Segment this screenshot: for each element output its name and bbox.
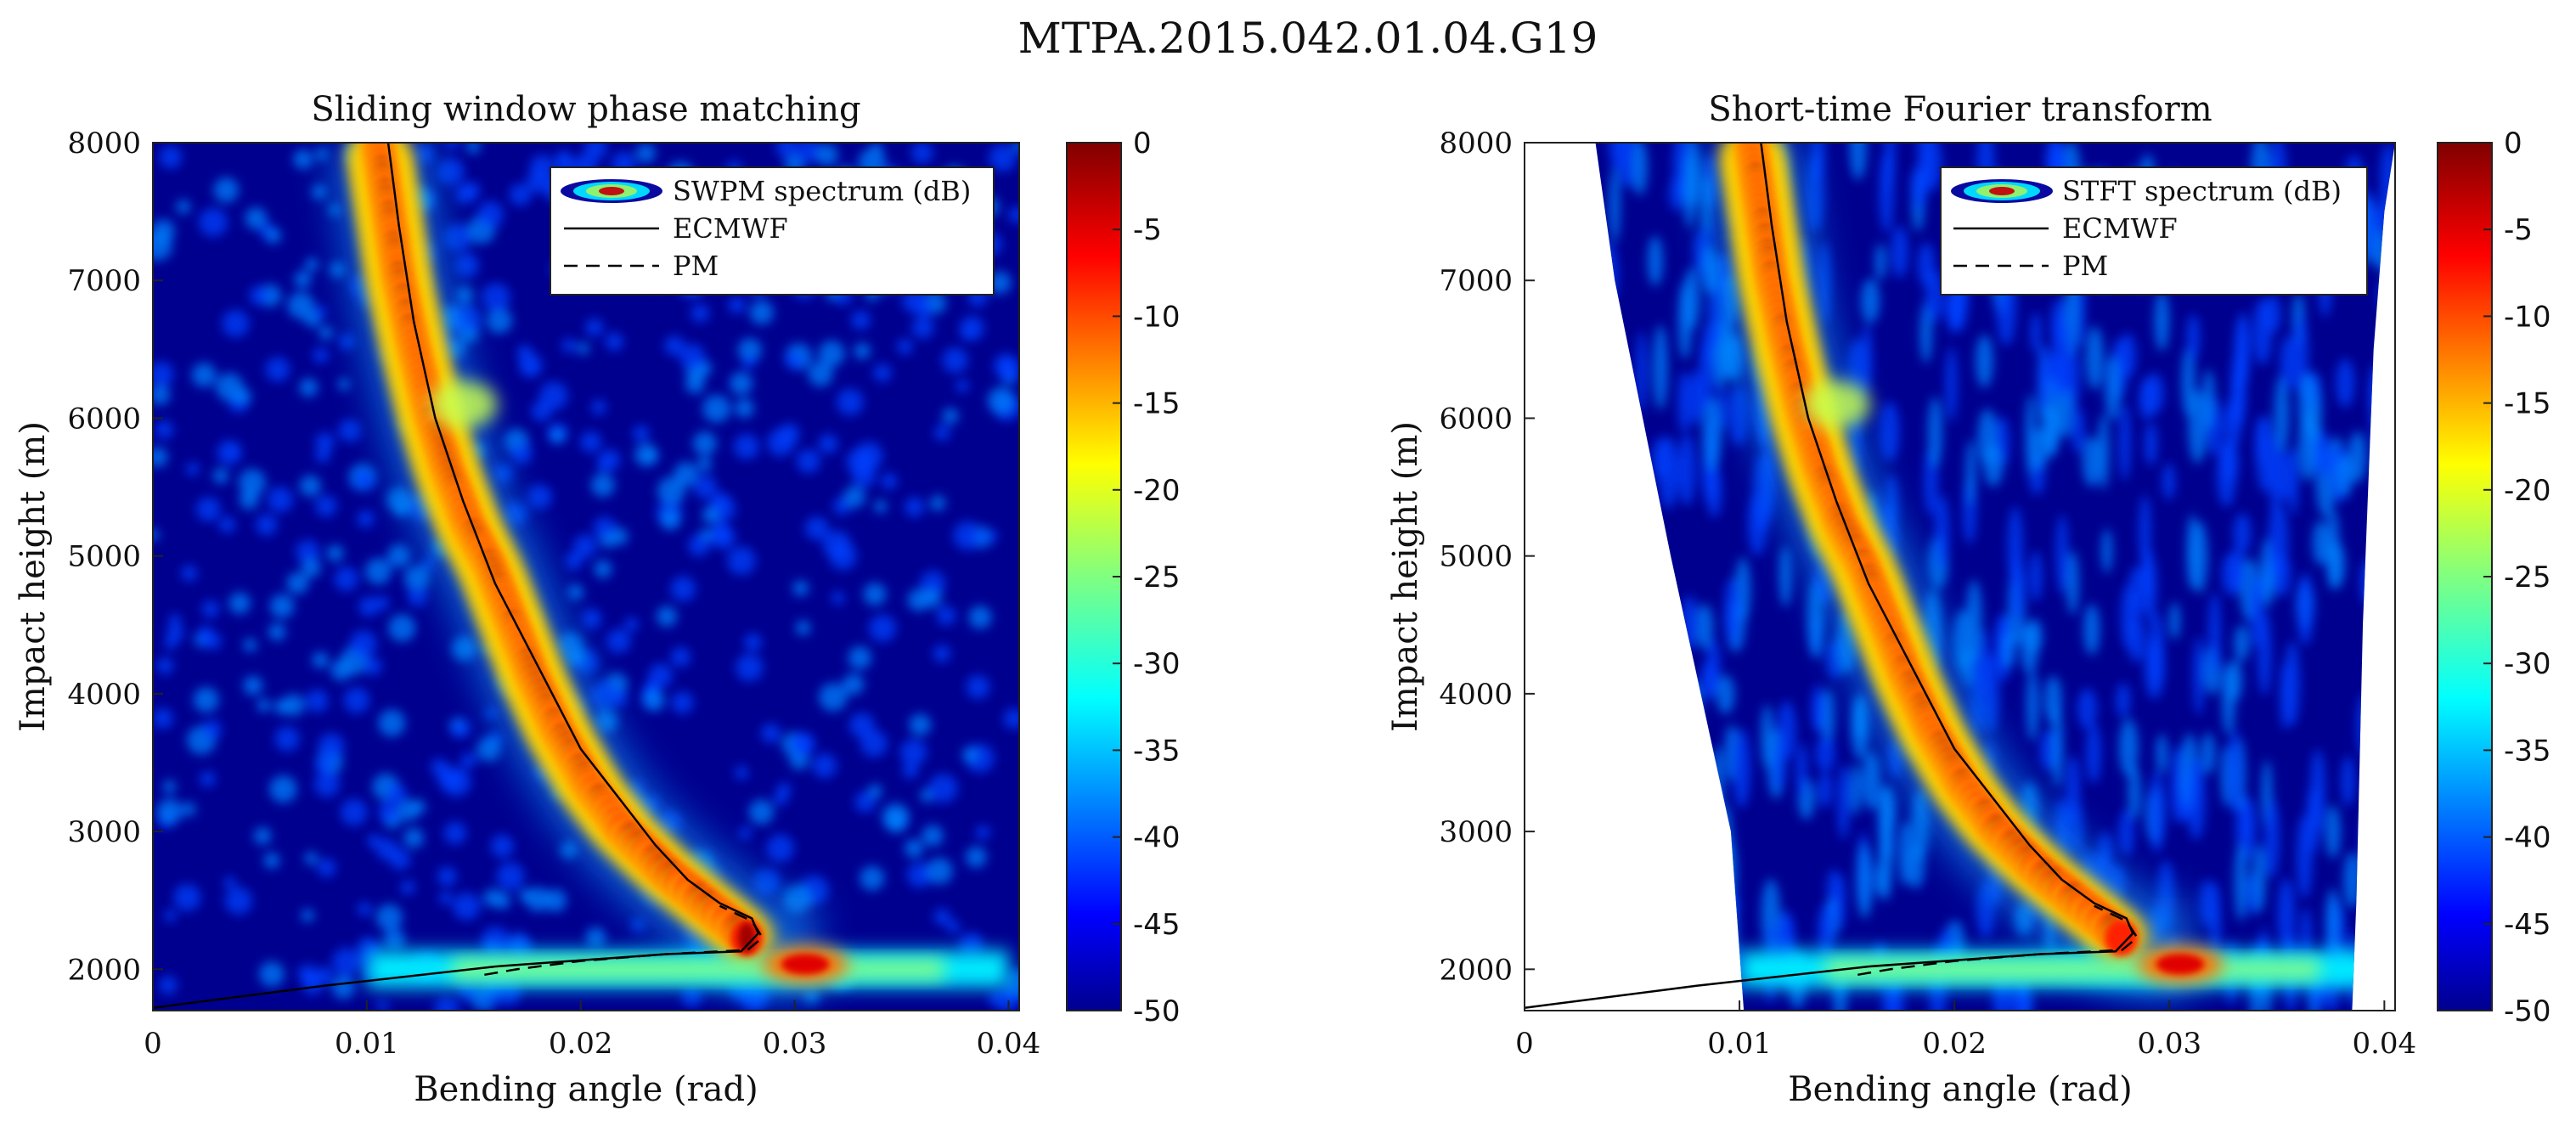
- colorbar-tick-label: -15: [2504, 387, 2551, 421]
- colorbar-tick-label: -20: [2504, 474, 2551, 508]
- y-tick-label: 4000: [67, 678, 141, 712]
- x-axis-ticks: 0 0.01 0.02 0.03 0.04: [1515, 1000, 2416, 1061]
- colorbar-tick-label: -45: [1133, 908, 1181, 942]
- panel-title: Sliding window phase matching: [311, 90, 860, 129]
- plot-frame: [152, 142, 1020, 1011]
- legend-label-pm: PM: [673, 250, 719, 282]
- x-tick-label: 0.04: [2352, 1027, 2416, 1061]
- colorbar-tick-label: -5: [1133, 213, 1162, 247]
- x-tick-label: 0.02: [1922, 1027, 1987, 1061]
- x-axis-ticks: 0 0.01 0.02 0.03 0.04: [144, 1000, 1040, 1061]
- colorbar-tick-label: -45: [2504, 908, 2551, 942]
- surface-band-core: [452, 959, 944, 980]
- colorbar-tick-label: -50: [1133, 994, 1181, 1028]
- x-tick-label: 0.01: [335, 1027, 399, 1061]
- y-tick-label: 8000: [1439, 127, 1513, 161]
- overlay-lines: [153, 143, 764, 1009]
- colorbar-tick-label: -40: [1133, 821, 1181, 855]
- legend: SWPM spectrum (dB) ECMWF PM: [550, 166, 995, 296]
- colorbar-tick-label: -20: [1133, 474, 1181, 508]
- y-tick-label: 6000: [67, 402, 141, 436]
- y-tick-label: 6000: [1439, 402, 1513, 436]
- y-tick-label: 8000: [67, 127, 141, 161]
- panel-title: Short-time Fourier transform: [1708, 90, 2212, 129]
- colorbar: 0 -5 -10 -15 -20 -25 -30 -35 -40 -45 -50: [1066, 127, 1181, 1028]
- x-tick-label: 0: [1515, 1027, 1534, 1061]
- figure-title: MTPA.2015.042.01.04.G19: [1018, 14, 1598, 63]
- y-tick-label: 2000: [1439, 953, 1513, 987]
- legend-label-spectrum: STFT spectrum (dB): [2062, 175, 2342, 207]
- colorbar-tick-label: -30: [2504, 647, 2551, 681]
- y-tick-label: 5000: [67, 540, 141, 574]
- y-tick-label: 7000: [67, 264, 141, 298]
- colorbar-ticks: 0 -5 -10 -15 -20 -25 -30 -35 -40 -45 -50: [1113, 127, 1181, 1028]
- y-axis-ticks: 2000 3000 4000 5000 6000 7000 8000: [1439, 127, 1535, 987]
- legend-label-ecmwf: ECMWF: [673, 212, 788, 245]
- colorbar-tick-label: 0: [2504, 127, 2522, 161]
- y-tick-label: 3000: [1439, 815, 1513, 849]
- colorbar-tick-label: -25: [2504, 560, 2551, 594]
- colorbar-tick-label: -50: [2504, 994, 2551, 1028]
- x-tick-label: 0.01: [1707, 1027, 1772, 1061]
- y-tick-label: 4000: [1439, 678, 1513, 712]
- y-tick-label: 5000: [1439, 540, 1513, 574]
- series-line-pm: [1857, 904, 2139, 977]
- colorbar-tick-label: -40: [2504, 821, 2551, 855]
- legend-label-pm: PM: [2062, 250, 2108, 282]
- x-tick-label: 0: [144, 1027, 162, 1061]
- colorbar-tick-label: -35: [1133, 734, 1181, 768]
- overlay-lines: [1525, 143, 2139, 1009]
- x-tick-label: 0.03: [2137, 1027, 2201, 1061]
- legend-spectrum-icon: [561, 179, 662, 203]
- colorbar: 0 -5 -10 -15 -20 -25 -30 -35 -40 -45 -50: [2437, 127, 2551, 1028]
- series-line-pm: [484, 904, 764, 977]
- y-tick-label: 7000: [1439, 264, 1513, 298]
- colorbar-tick-label: -10: [1133, 300, 1181, 334]
- colorbar-tick-label: -5: [2504, 213, 2533, 247]
- y-axis-ticks: 2000 3000 4000 5000 6000 7000 8000: [67, 127, 163, 987]
- panel-swpm: Sliding window phase matching 0 0.01 0.02 0…: [14, 90, 1181, 1109]
- y-tick-label: 3000: [67, 815, 141, 849]
- colorbar-tick-label: -10: [2504, 300, 2551, 334]
- colorbar-tick-label: -35: [2504, 734, 2551, 768]
- y-axis-label: Impact height (m): [1386, 421, 1425, 732]
- panel-stft: Short-time Fourier transform 0 0.01 0.02 0.…: [1386, 90, 2551, 1109]
- colorbar-tick-label: -30: [1133, 647, 1181, 681]
- x-tick-label: 0.04: [977, 1027, 1041, 1061]
- legend-label-ecmwf: ECMWF: [2062, 212, 2178, 245]
- colorbar-ticks: 0 -5 -10 -15 -20 -25 -30 -35 -40 -45 -50: [2483, 127, 2551, 1028]
- y-axis-label: Impact height (m): [14, 421, 53, 732]
- legend-spectrum-icon: [1951, 179, 2053, 203]
- x-axis-label: Bending angle (rad): [1788, 1070, 2133, 1109]
- surface-band-core: [1825, 959, 2320, 980]
- x-axis-label: Bending angle (rad): [414, 1070, 758, 1109]
- colorbar-tick-label: 0: [1133, 127, 1152, 161]
- plot-frame: [1524, 142, 2396, 1011]
- y-tick-label: 2000: [67, 953, 141, 987]
- colorbar-tick-label: -15: [1133, 387, 1181, 421]
- colorbar-gradient: [2437, 142, 2493, 1011]
- x-tick-label: 0.03: [763, 1027, 827, 1061]
- x-tick-label: 0.02: [549, 1027, 613, 1061]
- colorbar-tick-label: -25: [1133, 560, 1181, 594]
- legend-label-spectrum: SWPM spectrum (dB): [673, 175, 971, 207]
- legend: STFT spectrum (dB) ECMWF PM: [1940, 166, 2368, 296]
